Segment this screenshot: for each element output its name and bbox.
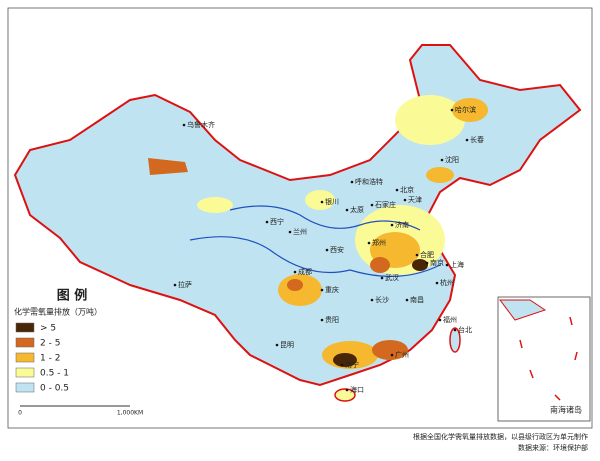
city-dot — [425, 261, 429, 265]
city-dot — [345, 208, 349, 212]
city-dot — [438, 318, 442, 322]
legend-label: 0 - 0.5 — [40, 384, 69, 394]
legend-label: 2 - 5 — [40, 339, 60, 349]
city-label: 兰州 — [293, 227, 307, 236]
city-label: 上海 — [450, 260, 464, 269]
city-label: 南昌 — [410, 295, 424, 304]
legend-swatch — [15, 322, 35, 333]
city-dot — [275, 343, 279, 347]
city-dot — [370, 298, 374, 302]
city-label: 天津 — [408, 196, 422, 204]
emission-patches — [148, 95, 488, 369]
city-label: 贵阳 — [325, 315, 339, 324]
city-dot — [265, 220, 269, 224]
city-dot — [395, 188, 399, 192]
city-label: 哈尔滨 — [455, 105, 476, 114]
city-label: 石家庄 — [375, 200, 396, 209]
china-outline — [13, 44, 582, 387]
city-label: 银川 — [325, 197, 339, 206]
city-dot — [320, 318, 324, 322]
city-label: 太原 — [350, 205, 364, 214]
city-dot — [440, 158, 444, 162]
city-dot — [320, 200, 324, 204]
inset-title: 南海诸岛 — [550, 405, 582, 415]
city-label: 郑州 — [372, 239, 386, 247]
taiwan — [449, 327, 461, 353]
scale-label: 1,000KM — [117, 410, 143, 417]
city-label: 乌鲁木齐 — [187, 120, 215, 129]
city-label: 杭州 — [440, 278, 454, 287]
legend-label: 0.5 - 1 — [40, 369, 69, 379]
city-dot — [182, 123, 186, 127]
city-dot — [390, 353, 394, 357]
city-label: 福州 — [443, 315, 457, 324]
city-dot — [293, 270, 297, 274]
city-dot — [367, 241, 371, 245]
legend-label: 1 - 2 — [40, 354, 60, 364]
city-label: 南京 — [430, 258, 444, 267]
city-dot — [320, 288, 324, 292]
city-dot — [403, 198, 407, 202]
legend-label: > 5 — [40, 324, 56, 334]
legend: > 5 2 - 5 1 - 2 0.5 - 1 0 - 0.5 — [15, 322, 69, 394]
legend-subtitle: 化学需氧量排放（万吨） — [14, 307, 102, 317]
city-label: 成都 — [298, 267, 312, 276]
city-dot — [325, 248, 329, 252]
city-dot — [453, 328, 457, 332]
city-dot — [288, 230, 292, 234]
city-label: 济南 — [395, 220, 409, 229]
footnote: 数据来源：环境保护部 — [518, 443, 588, 452]
city-dot — [450, 108, 454, 112]
city-dot — [435, 281, 439, 285]
city-dot — [415, 253, 419, 257]
city-dot — [370, 203, 374, 207]
city-label: 合肥 — [420, 250, 434, 259]
footnote: 根据全国化学需氧量排放数据，以县级行政区为单元制作 — [413, 432, 588, 441]
city-dot — [465, 138, 469, 142]
rivers — [189, 205, 441, 277]
city-label: 武汉 — [385, 273, 399, 282]
city-label: 南宁 — [345, 360, 359, 369]
city-label: 广州 — [395, 350, 409, 359]
city-dot — [173, 283, 177, 287]
inset-coast — [499, 299, 547, 321]
city-label: 长沙 — [375, 295, 389, 304]
city-label: 西安 — [330, 245, 344, 254]
city-dot — [350, 180, 354, 184]
scale-label: 0 — [18, 410, 22, 417]
city-dot — [405, 298, 409, 302]
city-label: 重庆 — [325, 285, 339, 294]
inset-dashes — [519, 316, 578, 401]
legend-swatch — [15, 352, 35, 363]
city-label: 海口 — [350, 385, 364, 394]
city-label: 昆明 — [280, 341, 294, 349]
legend-swatch — [15, 382, 35, 393]
city-dot — [445, 263, 449, 267]
city-label: 呼和浩特 — [355, 177, 383, 186]
legend-swatch — [15, 367, 35, 378]
legend-title: 图 例 — [57, 288, 88, 304]
city-label: 拉萨 — [178, 280, 192, 289]
city-label: 长春 — [470, 135, 484, 144]
hainan — [334, 388, 356, 402]
city-label: 西宁 — [270, 217, 284, 226]
legend-swatch — [15, 337, 35, 348]
city-dot — [345, 388, 349, 392]
frame — [7, 7, 593, 429]
city-label: 沈阳 — [445, 155, 459, 164]
city-dot — [340, 363, 344, 367]
city-label: 台北 — [458, 325, 472, 334]
city-label: 北京 — [400, 185, 414, 194]
city-dot — [380, 276, 384, 280]
city-dot — [390, 223, 394, 227]
